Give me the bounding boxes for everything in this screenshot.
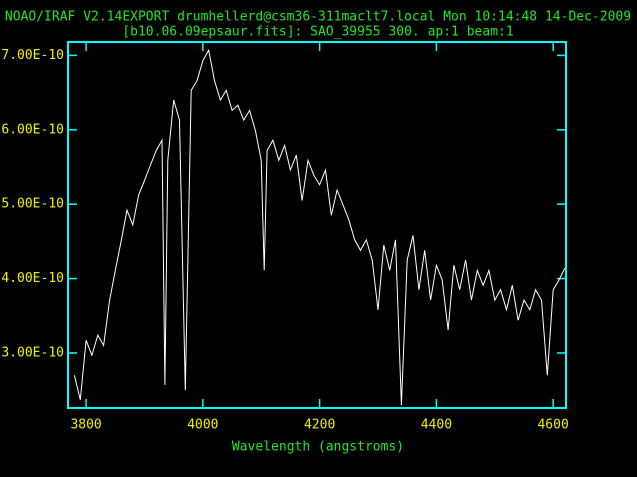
y-tick-label: 6.00E-10: [1, 122, 64, 137]
chart-subtitle: [b10.06.09epsaur.fits]: SAO_39955 300. a…: [122, 25, 513, 40]
x-tick-label: 4000: [187, 418, 218, 433]
x-tick-label: 4200: [304, 418, 335, 433]
x-tick-label: 4600: [537, 418, 568, 433]
y-tick-label: 7.00E-10: [1, 48, 64, 63]
plot-frame: [67, 41, 567, 409]
x-tick-label: 3800: [70, 418, 101, 433]
x-axis-label: Wavelength (angstroms): [232, 440, 404, 455]
chart-title: NOAO/IRAF V2.14EXPORT drumhellerd@csm36-…: [5, 10, 631, 25]
spectrum-line: [73, 48, 566, 406]
y-tick-label: 5.00E-10: [1, 197, 64, 212]
y-tick-label: 3.00E-10: [1, 345, 64, 360]
x-tick-label: 4400: [421, 418, 452, 433]
y-tick-label: 4.00E-10: [1, 271, 64, 286]
